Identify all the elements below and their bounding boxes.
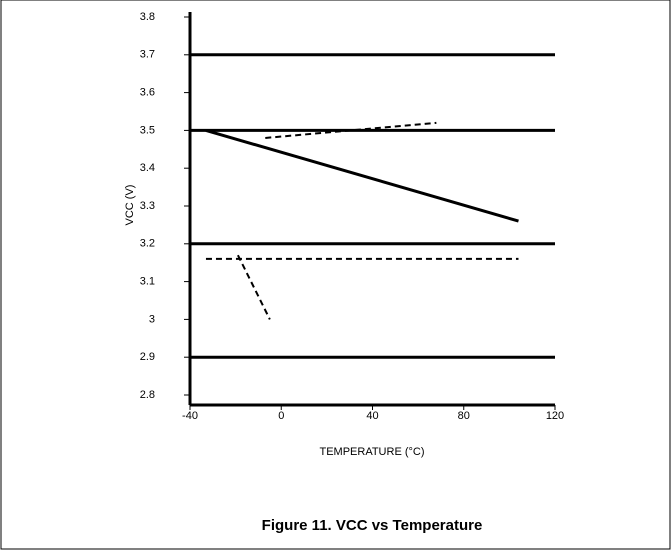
y-tick-label: 3.7 (140, 49, 155, 61)
caption: Figure 11. VCC vs Temperature (262, 517, 483, 534)
series-line (237, 254, 271, 320)
y-tick-label: 3.6 (140, 87, 155, 99)
x-tick-label: 80 (458, 410, 470, 422)
x-tick-label: 40 (366, 410, 378, 422)
x-axis-label: TEMPERATURE (°C) (319, 446, 424, 458)
y-tick-label: 3.2 (140, 238, 155, 250)
y-tick-label: 2.9 (140, 351, 155, 363)
x-tick-label: -40 (182, 410, 198, 422)
y-axis-label: VCC (V) (124, 185, 136, 226)
y-tick-label: 3 (149, 313, 155, 325)
series-line (265, 121, 437, 139)
x-tick-label: 120 (546, 410, 564, 422)
y-tick-label: 3.3 (140, 200, 155, 212)
x-tick-label: 0 (278, 410, 284, 422)
y-tick-label: 2.8 (140, 389, 155, 401)
series-line (205, 128, 519, 223)
y-tick-label: 3.5 (140, 124, 155, 136)
y-tick-label: 3.8 (140, 11, 155, 23)
y-tick-label: 3.1 (140, 276, 155, 288)
y-tick-label: 3.4 (140, 162, 155, 174)
